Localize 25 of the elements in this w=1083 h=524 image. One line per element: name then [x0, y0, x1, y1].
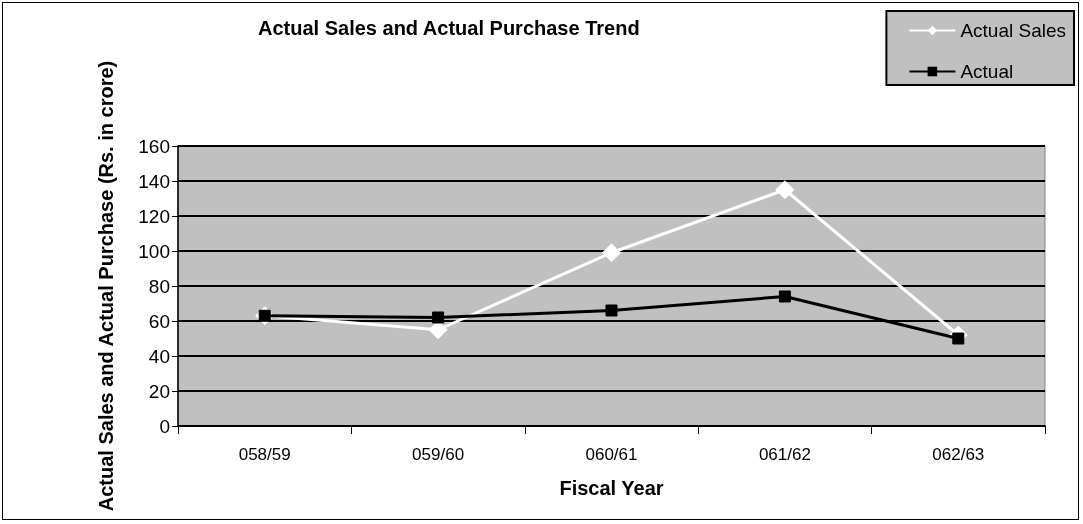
x-tick-label: 058/59 [238, 445, 291, 464]
x-tick-label: 062/63 [932, 445, 985, 464]
y-axis-title: Actual Sales and Actual Purchase (Rs. in crore) [95, 60, 117, 512]
x-tick-label: 059/60 [412, 445, 465, 464]
y-tick-label: 60 [148, 310, 170, 332]
point [775, 180, 795, 200]
x-axis-title: Fiscal Year [559, 477, 664, 499]
x-tick-label: 061/62 [758, 445, 811, 464]
y-tick-label: 40 [148, 345, 170, 367]
legend-label: Actual Sales [960, 20, 1067, 41]
point [602, 243, 621, 263]
legend-label: Actual [960, 61, 1014, 82]
y-tick-label: 80 [148, 275, 170, 297]
point [605, 304, 618, 317]
point [952, 332, 965, 345]
chart-title: Actual Sales and Actual Purchase Trend [258, 17, 640, 39]
y-tick-label: 140 [138, 170, 170, 192]
point [432, 311, 445, 324]
x-tick-label: 060/61 [585, 445, 638, 464]
y-tick-label: 120 [138, 205, 170, 227]
y-tick-label: 0 [159, 415, 170, 437]
y-tick-label: 20 [148, 380, 170, 402]
point [778, 290, 791, 303]
y-tick-label: 100 [138, 240, 170, 262]
y-tick-label: 160 [138, 135, 170, 157]
